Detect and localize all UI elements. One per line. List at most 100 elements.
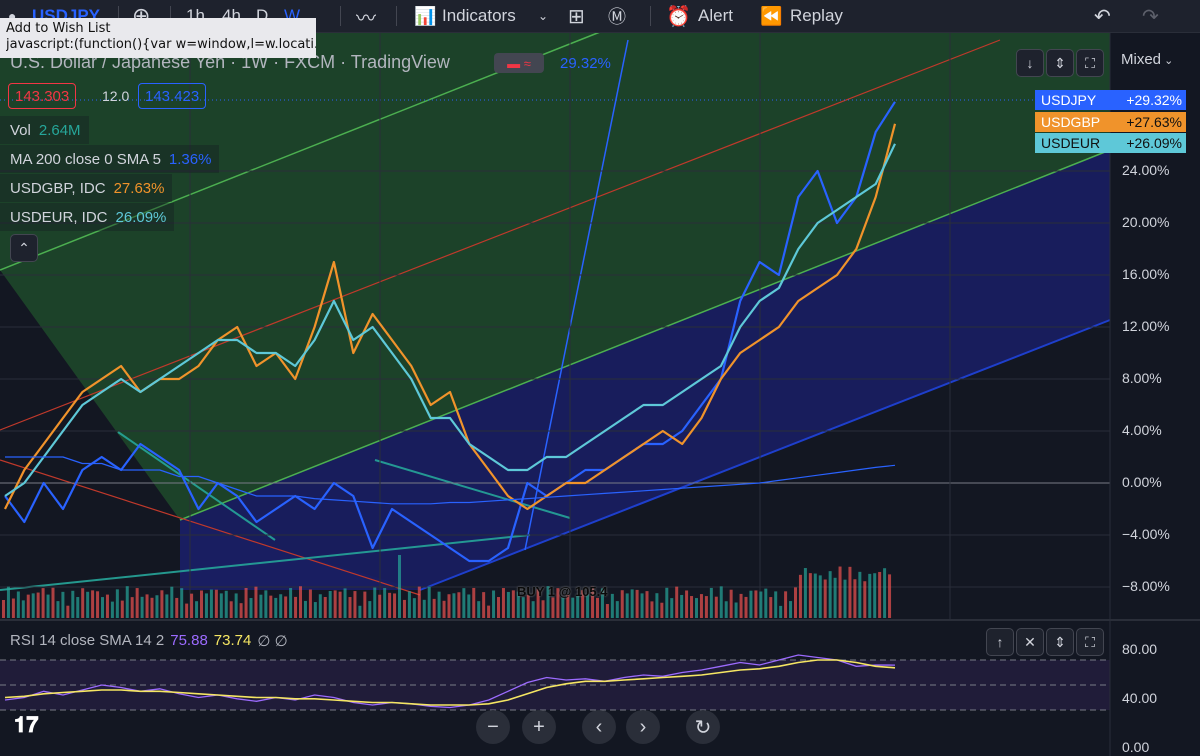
volume-bar: [764, 588, 768, 618]
collapse-icon[interactable]: ⇕: [1046, 628, 1074, 656]
arrow-down-icon[interactable]: ↓: [1016, 49, 1044, 77]
zoom-out-button[interactable]: −: [476, 710, 510, 744]
volume-bar: [655, 593, 659, 618]
ask-price-box[interactable]: 143.423: [138, 83, 207, 109]
volume-bar: [145, 594, 149, 618]
price-axis-tick: 20.00%: [1122, 214, 1170, 230]
legend-chips[interactable]: ▬ ≈: [494, 53, 544, 73]
m-circle-icon[interactable]: Ⓜ: [608, 7, 626, 27]
replay-icon[interactable]: ⏪: [760, 5, 783, 26]
volume-bar: [878, 571, 882, 618]
alert-button[interactable]: Alert: [698, 6, 733, 25]
volume-bar: [724, 601, 728, 618]
indicators-button[interactable]: Indicators: [442, 6, 516, 25]
layout-grid-icon[interactable]: ⊞: [568, 5, 585, 28]
rsi-null-marks: ∅ ∅: [257, 633, 288, 650]
volume-bar: [605, 604, 609, 618]
volume-bar: [289, 588, 293, 618]
steep-blue-line: [524, 39, 629, 551]
zoom-in-button[interactable]: +: [522, 710, 556, 744]
indicator-usdeur[interactable]: USDEUR, IDC 26.09%: [0, 203, 175, 231]
scroll-right-button[interactable]: ›: [626, 710, 660, 744]
maximize-icon[interactable]: ⛶: [1076, 628, 1104, 656]
tradingview-logo[interactable]: 𝟏𝟕: [14, 713, 39, 738]
price-chip-usdeur: USDEUR +26.09%: [1035, 133, 1186, 153]
rsi-value: 75.88: [170, 632, 208, 649]
volume-bar: [521, 597, 525, 618]
volume-bar: [759, 591, 763, 618]
toolbar-separator: [396, 6, 397, 26]
top-toolbar: ● USDJPY ⊕ 1h 4h D W 〰 📊 Indicators ⌄ ⊞ …: [0, 0, 1200, 33]
volume-bar: [86, 591, 90, 618]
series-layer: [4, 101, 897, 563]
volume-bar: [412, 598, 416, 618]
volume-bar: [670, 598, 674, 618]
volume-bar: [432, 598, 436, 618]
volume-bar: [675, 586, 679, 618]
volume-bar: [516, 591, 520, 618]
volume-bar: [487, 605, 491, 618]
series-line-usdeur: [4, 143, 896, 497]
indicator-value: 1.36%: [168, 150, 212, 168]
collapse-icon[interactable]: ⇕: [1046, 49, 1074, 77]
grid-lines: [0, 32, 1110, 620]
scale-mode-dropdown[interactable]: Mixed ⌄: [1121, 51, 1173, 68]
trendline-2: [374, 459, 571, 519]
price-axis-tick: −8.00%: [1122, 578, 1170, 594]
volume-bar: [645, 591, 649, 618]
maximize-icon[interactable]: ⛶: [1076, 49, 1104, 77]
chip-value: +29.32%: [1107, 90, 1186, 110]
volume-bar: [779, 605, 783, 618]
indicator-usdgbp[interactable]: USDGBP, IDC 27.63%: [0, 174, 173, 202]
chart-type-icon[interactable]: 〰: [356, 7, 376, 30]
bid-price-box[interactable]: 143.303: [8, 83, 77, 109]
volume-bar: [501, 588, 505, 618]
volume-bar: [888, 574, 892, 618]
indicator-volume[interactable]: Vol 2.64M: [0, 116, 89, 144]
chevron-down-icon[interactable]: ⌄: [538, 9, 549, 23]
channel-median-line: [0, 39, 1001, 431]
chip-value: +26.09%: [1107, 133, 1186, 153]
close-icon[interactable]: ✕: [1016, 628, 1044, 656]
volume-bar: [600, 588, 604, 618]
rsi-line: [4, 654, 896, 709]
indicators-icon[interactable]: 📊: [414, 5, 437, 26]
volume-bar: [774, 591, 778, 618]
volume-bar: [482, 592, 486, 618]
indicator-ma[interactable]: MA 200 close 0 SMA 5 1.36%: [0, 145, 220, 173]
undo-icon[interactable]: ↶: [1094, 5, 1111, 28]
arrow-up-icon[interactable]: ↑: [986, 628, 1014, 656]
redo-icon[interactable]: ↷: [1142, 5, 1159, 28]
volume-bar: [789, 601, 793, 618]
trendline-3: [0, 534, 531, 591]
replay-button[interactable]: Replay: [790, 6, 843, 25]
volume-bar: [838, 566, 842, 618]
symbol-flag-icon[interactable]: ●: [8, 8, 17, 24]
volume-bar: [269, 595, 273, 618]
volume-bar: [101, 597, 104, 618]
volume-bar: [695, 598, 698, 618]
volume-bar: [596, 597, 599, 618]
volume-bar: [175, 597, 179, 618]
volume-bar: [858, 571, 862, 618]
volume-bar: [472, 587, 476, 618]
volume-bar: [378, 594, 382, 618]
volume-bar: [769, 597, 773, 618]
volume-bar: [818, 575, 822, 618]
reset-chart-button[interactable]: ↻: [686, 710, 720, 744]
chevron-down-icon: ⌄: [1161, 55, 1174, 67]
rsi-legend[interactable]: RSI 14 close SMA 14 2 75.88 73.74 ∅ ∅: [10, 632, 288, 650]
volume-bar: [704, 596, 708, 618]
volume-bar: [279, 594, 283, 618]
volume-bar: [749, 590, 753, 618]
toolbar-separator: [650, 6, 651, 26]
scroll-left-button[interactable]: ‹: [582, 710, 616, 744]
price-chip-usdjpy: USDJPY +29.32%: [1035, 90, 1186, 110]
collapse-legend-button[interactable]: ⌃: [10, 234, 38, 262]
volume-bar: [685, 590, 689, 618]
volume-bar: [239, 603, 243, 618]
alarm-clock-icon[interactable]: ⏰: [666, 5, 691, 28]
green-channel-fill: [0, 32, 1110, 520]
volume-bar: [66, 605, 70, 618]
